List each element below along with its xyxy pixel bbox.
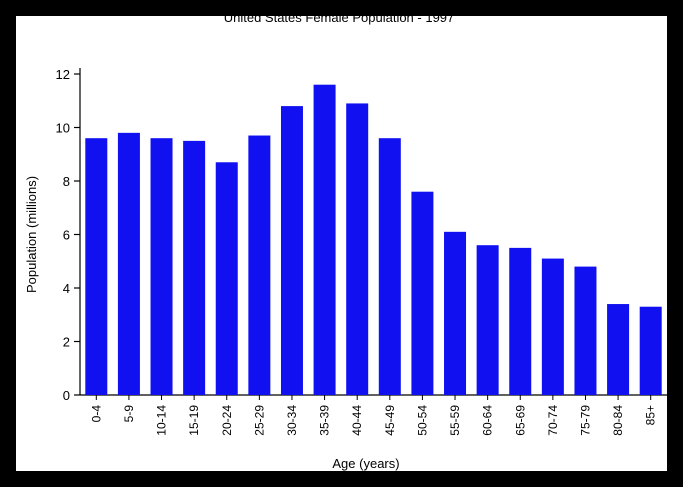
plot-panel: United States Female Population - 1997 Po… [16,16,667,471]
x-tick-label: 60-64 [481,405,495,436]
x-axis-label: Age (years) [332,456,399,471]
y-tick-label: 2 [63,335,70,350]
x-tick-label: 10-14 [155,405,169,436]
x-tick-label: 75-79 [578,405,592,436]
bar-chart: United States Female Population - 1997 Po… [24,16,667,471]
y-tick-label: 6 [63,228,70,243]
y-axis-label: Population (millions) [24,176,39,293]
bar-35-39 [313,84,336,395]
y-tick-label: 4 [63,281,70,296]
bar-50-54 [411,191,434,395]
bar-30-34 [280,106,303,395]
x-tick-label: 25-29 [252,405,266,436]
bar-5-9 [117,132,140,395]
x-tick-label: 5-9 [122,405,136,423]
bar-70-74 [541,258,564,395]
y-tick-label: 10 [56,121,70,136]
bar-15-19 [183,140,206,395]
x-tick-label: 65-69 [513,405,527,436]
x-tick-label: 80-84 [611,405,625,436]
bar-45-49 [378,138,401,395]
x-tick-label: 50-54 [415,405,429,436]
x-tick-label: 20-24 [220,405,234,436]
bar-65-69 [509,247,532,395]
bar-55-59 [444,231,467,395]
bar-0-4 [85,138,108,395]
y-tick-label: 12 [56,67,70,82]
x-tick-label: 15-19 [187,405,201,436]
bar-60-64 [476,245,499,395]
bar-85plus [639,306,662,395]
x-tick-label: 40-44 [350,405,364,436]
x-tick-label: 0-4 [89,405,103,423]
y-tick-label: 8 [63,174,70,189]
bar-10-14 [150,138,173,395]
x-tick-label: 70-74 [546,405,560,436]
bar-80-84 [607,304,630,395]
x-tick-label: 45-49 [383,405,397,436]
x-tick-label: 30-34 [285,405,299,436]
x-tick-label: 55-59 [448,405,462,436]
bar-40-44 [346,103,369,396]
bar-20-24 [215,162,238,395]
y-tick-label: 0 [63,388,70,403]
chart-title: United States Female Population - 1997 [224,16,455,25]
bar-25-29 [248,135,271,395]
x-tick-label: 35-39 [318,405,332,436]
x-tick-label: 85+ [644,405,658,425]
bar-75-79 [574,266,597,395]
